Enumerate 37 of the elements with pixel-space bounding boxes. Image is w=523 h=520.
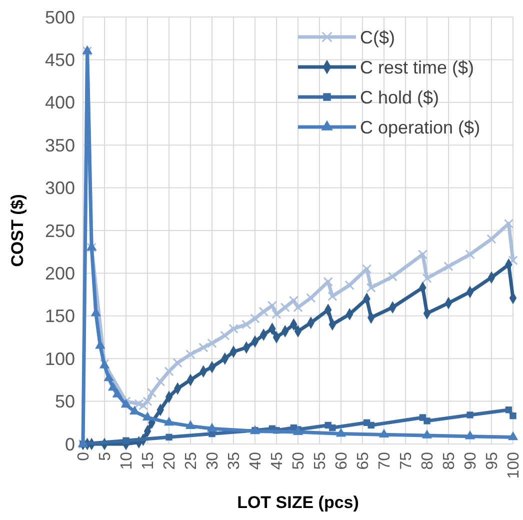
x-tick-label: 40 xyxy=(248,452,265,470)
x-tick-label: 50 xyxy=(290,452,308,470)
y-tick-label: 100 xyxy=(44,348,75,369)
x-tick-label: 90 xyxy=(462,452,480,470)
y-tick-label: 350 xyxy=(44,135,75,156)
y-axis-title: COST ($) xyxy=(8,194,27,267)
y-tick-label: 450 xyxy=(44,50,75,70)
y-tick-label: 300 xyxy=(44,178,75,198)
x-tick-label: 85 xyxy=(441,452,458,470)
x-tick-label: 45 xyxy=(269,452,286,470)
x-tick-label: 95 xyxy=(484,452,502,470)
x-axis-title: LOT SIZE (pcs) xyxy=(237,493,359,512)
legend-label: C rest time ($) xyxy=(360,57,474,78)
x-tick-label: 20 xyxy=(162,452,179,470)
x-tick-label: 5 xyxy=(97,452,114,461)
x-tick-label: 70 xyxy=(376,452,394,470)
y-tick-label: 250 xyxy=(44,220,75,241)
y-tick-label: 500 xyxy=(44,7,75,28)
x-tick-label: 10 xyxy=(118,452,136,470)
x-tick-label: 35 xyxy=(226,452,244,470)
x-tick-label: 75 xyxy=(398,452,416,470)
x-tick-label: 65 xyxy=(355,452,372,470)
y-tick-label: 150 xyxy=(44,306,75,326)
y-tick-label: 200 xyxy=(44,264,75,284)
x-tick-label: 30 xyxy=(204,452,222,470)
legend-label: C operation ($) xyxy=(360,117,480,138)
x-tick-label: 55 xyxy=(312,452,330,470)
x-tick-label: 80 xyxy=(420,452,437,470)
y-tick-label: 50 xyxy=(54,392,75,412)
x-tick-label: 0 xyxy=(76,452,93,461)
y-tick-label: 400 xyxy=(44,92,75,113)
legend-label: C($) xyxy=(360,27,395,48)
x-tick-label: 25 xyxy=(183,452,200,470)
x-tick-label: 60 xyxy=(334,452,351,470)
x-tick-label: 15 xyxy=(140,452,158,470)
legend-label: C hold ($) xyxy=(360,87,440,108)
x-tick-label: 100 xyxy=(506,452,523,479)
